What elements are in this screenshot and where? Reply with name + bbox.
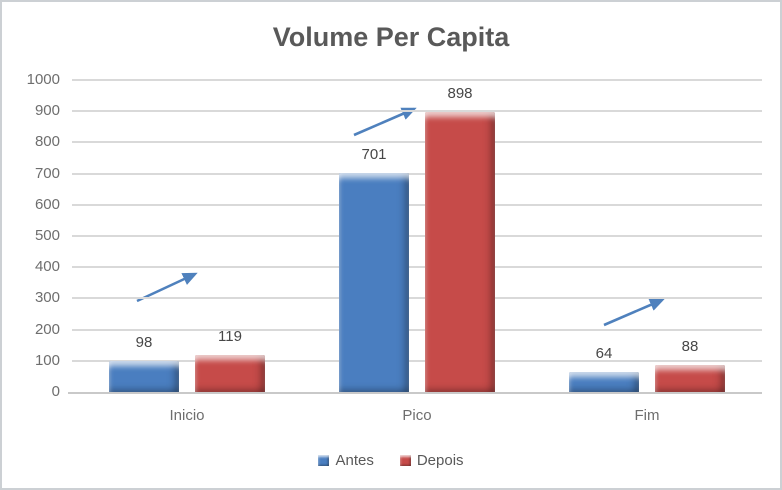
- y-tick-label-800: 800: [34, 133, 60, 151]
- y-tick-label-1000: 1000: [26, 71, 60, 88]
- category-label-inicio: Inicio: [169, 407, 205, 424]
- y-tick-label-300: 300: [34, 289, 60, 307]
- legend-marker-antes: [318, 455, 330, 466]
- gridline-300: [72, 297, 762, 300]
- y-tick-label-100: 100: [34, 351, 60, 369]
- gridline-900: [72, 110, 762, 113]
- category-label-pico: Pico: [402, 407, 432, 424]
- legend-marker-depois: [399, 455, 411, 466]
- y-tick-label-600: 600: [34, 195, 60, 213]
- y-tick-label-0: 0: [51, 383, 60, 400]
- chart-legend: Antes Depois: [2, 452, 780, 469]
- value-label-depois-fim: 88: [681, 338, 699, 355]
- trend-arrow-pico: [353, 107, 417, 137]
- y-tick-label-900: 900: [34, 102, 60, 120]
- legend-item-antes: Antes: [318, 452, 374, 469]
- bar-depois-inicio: [195, 355, 265, 392]
- gridline-1000: [72, 79, 762, 81]
- bar-depois-pico: [425, 112, 495, 392]
- bar-depois-fim: [655, 365, 725, 392]
- legend-item-depois: Depois: [399, 452, 464, 469]
- legend-label-depois: Depois: [416, 452, 464, 469]
- gridline-400: [72, 266, 762, 269]
- y-tick-label-500: 500: [34, 227, 60, 244]
- y-tick-label-700: 700: [34, 164, 60, 182]
- y-tick-label-400: 400: [34, 258, 60, 276]
- value-label-antes-fim: 64: [595, 345, 613, 362]
- chart-title: Volume Per Capita: [272, 22, 510, 52]
- y-tick-label-200: 200: [34, 320, 60, 338]
- legend-label-antes: Antes: [335, 452, 374, 469]
- bar-antes-pico: [339, 173, 409, 392]
- gridline-200: [72, 328, 762, 331]
- gridline-600: [72, 203, 762, 206]
- bar-antes-inicio: [109, 361, 179, 392]
- bar-antes-fim: [569, 372, 639, 392]
- gridline-800: [72, 141, 762, 144]
- value-label-antes-pico: 701: [361, 146, 387, 163]
- gridline-700: [72, 172, 762, 175]
- value-label-depois-inicio: 119: [218, 328, 242, 345]
- trend-arrow-fim: [603, 298, 665, 327]
- gridline-500: [72, 235, 762, 237]
- gridline-100: [72, 359, 762, 362]
- category-label-fim: Fim: [634, 407, 660, 424]
- value-label-depois-pico: 898: [447, 85, 473, 102]
- x-axis-line: [68, 392, 762, 394]
- value-label-antes-inicio: 98: [135, 334, 153, 351]
